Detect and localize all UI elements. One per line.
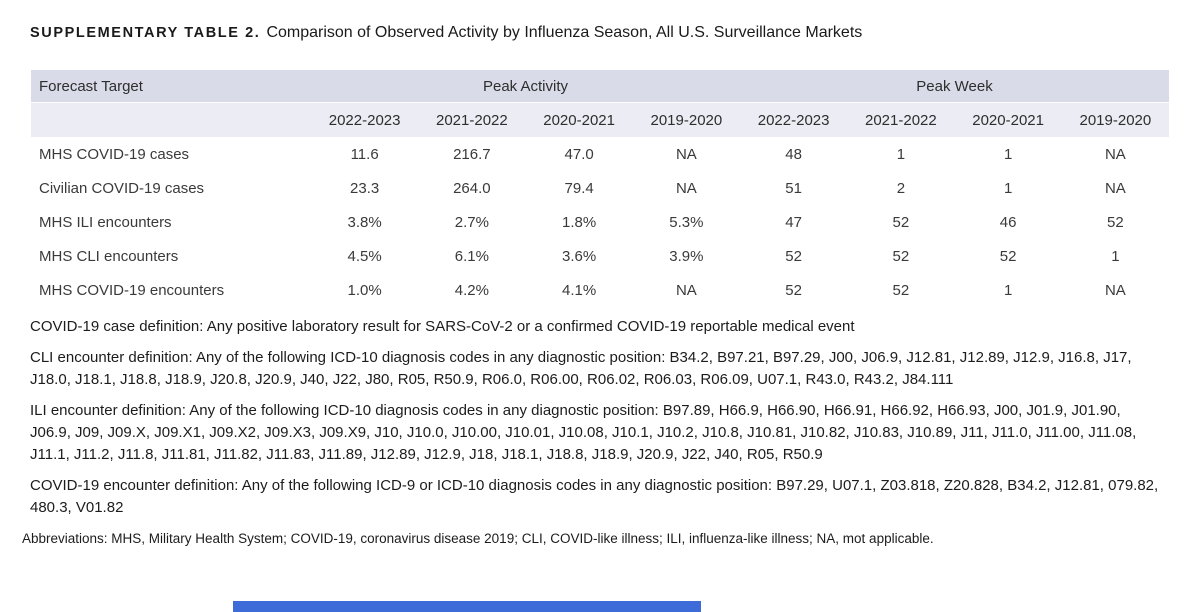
value-cell: 6.1% <box>418 239 526 273</box>
value-cell: 23.3 <box>311 171 419 205</box>
season-header-cell: 2020-2021 <box>525 102 633 137</box>
season-header-row: 2022-2023 2021-2022 2020-2021 2019-2020 2022… <box>31 102 1169 137</box>
value-cell: 52 <box>954 239 1062 273</box>
value-cell: 1 <box>847 137 955 171</box>
value-cell: NA <box>632 273 740 307</box>
season-header-cell: 2021-2022 <box>847 102 955 137</box>
season-header-cell: 2020-2021 <box>954 102 1062 137</box>
peak-week-group-header: Peak Week <box>740 70 1169 103</box>
footnote-ili-encounter-definition: ILI encounter definition: Any of the fol… <box>30 402 1137 464</box>
footnote-covid-case-definition: COVID-19 case definition: Any positive l… <box>30 318 855 335</box>
table-row: MHS COVID-19 cases 11.6 216.7 47.0 NA 48 1 1 NA <box>31 137 1169 171</box>
value-cell: 11.6 <box>311 137 419 171</box>
peak-activity-group-header: Peak Activity <box>311 70 740 103</box>
comparison-table: Forecast Target Peak Activity Peak Week … <box>31 70 1169 307</box>
value-cell: 264.0 <box>418 171 526 205</box>
row-target-cell: MHS ILI encounters <box>31 205 311 239</box>
value-cell: 52 <box>740 273 848 307</box>
value-cell: 52 <box>847 205 955 239</box>
season-header-cell: 2022-2023 <box>740 102 848 137</box>
value-cell: 1.8% <box>525 205 633 239</box>
value-cell: 52 <box>847 239 955 273</box>
table-row: MHS COVID-19 encounters 1.0% 4.2% 4.1% NA 52 5… <box>31 273 1169 307</box>
table-title-text: Comparison of Observed Activity by Influ… <box>266 24 863 41</box>
table-row: Civilian COVID-19 cases 23.3 264.0 79.4 NA 51… <box>31 171 1169 205</box>
value-cell: 1 <box>954 171 1062 205</box>
value-cell: 52 <box>1061 205 1169 239</box>
value-cell: 4.1% <box>525 273 633 307</box>
footnotes-block: COVID-19 case definition: Any positive l… <box>0 316 1200 519</box>
value-cell: NA <box>1061 273 1169 307</box>
value-cell: 46 <box>954 205 1062 239</box>
horizontal-scrollbar-thumb[interactable] <box>233 601 701 612</box>
value-cell: 1 <box>954 273 1062 307</box>
value-cell: 47.0 <box>525 137 633 171</box>
row-target-cell: MHS COVID-19 cases <box>31 137 311 171</box>
season-header-cell: 2019-2020 <box>632 102 740 137</box>
footnote-covid-encounter-definition: COVID-19 encounter definition: Any of th… <box>30 477 1159 517</box>
season-header-cell: 2022-2023 <box>311 102 419 137</box>
abbreviations-line: Abbreviations: MHS, Military Health Syst… <box>22 531 934 547</box>
value-cell: 2 <box>847 171 955 205</box>
season-header-cell: 2021-2022 <box>418 102 526 137</box>
table-row: MHS ILI encounters 3.8% 2.7% 1.8% 5.3% 47 52 46… <box>31 205 1169 239</box>
value-cell: NA <box>632 171 740 205</box>
value-cell: NA <box>1061 171 1169 205</box>
value-cell: NA <box>1061 137 1169 171</box>
value-cell: 1.0% <box>311 273 419 307</box>
table-body: MHS COVID-19 cases 11.6 216.7 47.0 NA 48 1 1 NA C… <box>31 137 1169 307</box>
value-cell: 52 <box>740 239 848 273</box>
value-cell: 79.4 <box>525 171 633 205</box>
value-cell: 1 <box>1061 239 1169 273</box>
value-cell: 216.7 <box>418 137 526 171</box>
value-cell: 47 <box>740 205 848 239</box>
value-cell: 5.3% <box>632 205 740 239</box>
group-header-row: Forecast Target Peak Activity Peak Week <box>31 70 1169 103</box>
footnote-cli-encounter-definition: CLI encounter definition: Any of the fol… <box>30 349 1132 389</box>
row-target-cell: Civilian COVID-19 cases <box>31 171 311 205</box>
value-cell: 1 <box>954 137 1062 171</box>
value-cell: 3.6% <box>525 239 633 273</box>
table-title-label: SUPPLEMENTARY TABLE 2. <box>30 25 261 41</box>
value-cell: 3.8% <box>311 205 419 239</box>
season-header-spacer <box>31 102 311 137</box>
value-cell: 4.5% <box>311 239 419 273</box>
value-cell: 2.7% <box>418 205 526 239</box>
table-row: MHS CLI encounters 4.5% 6.1% 3.6% 3.9% 52 52 52… <box>31 239 1169 273</box>
table-title: SUPPLEMENTARY TABLE 2. Comparison of Obse… <box>0 0 1200 44</box>
forecast-target-header: Forecast Target <box>31 70 311 103</box>
season-header-cell: 2019-2020 <box>1061 102 1169 137</box>
value-cell: NA <box>632 137 740 171</box>
row-target-cell: MHS COVID-19 encounters <box>31 273 311 307</box>
value-cell: 4.2% <box>418 273 526 307</box>
value-cell: 52 <box>847 273 955 307</box>
value-cell: 3.9% <box>632 239 740 273</box>
row-target-cell: MHS CLI encounters <box>31 239 311 273</box>
value-cell: 51 <box>740 171 848 205</box>
value-cell: 48 <box>740 137 848 171</box>
